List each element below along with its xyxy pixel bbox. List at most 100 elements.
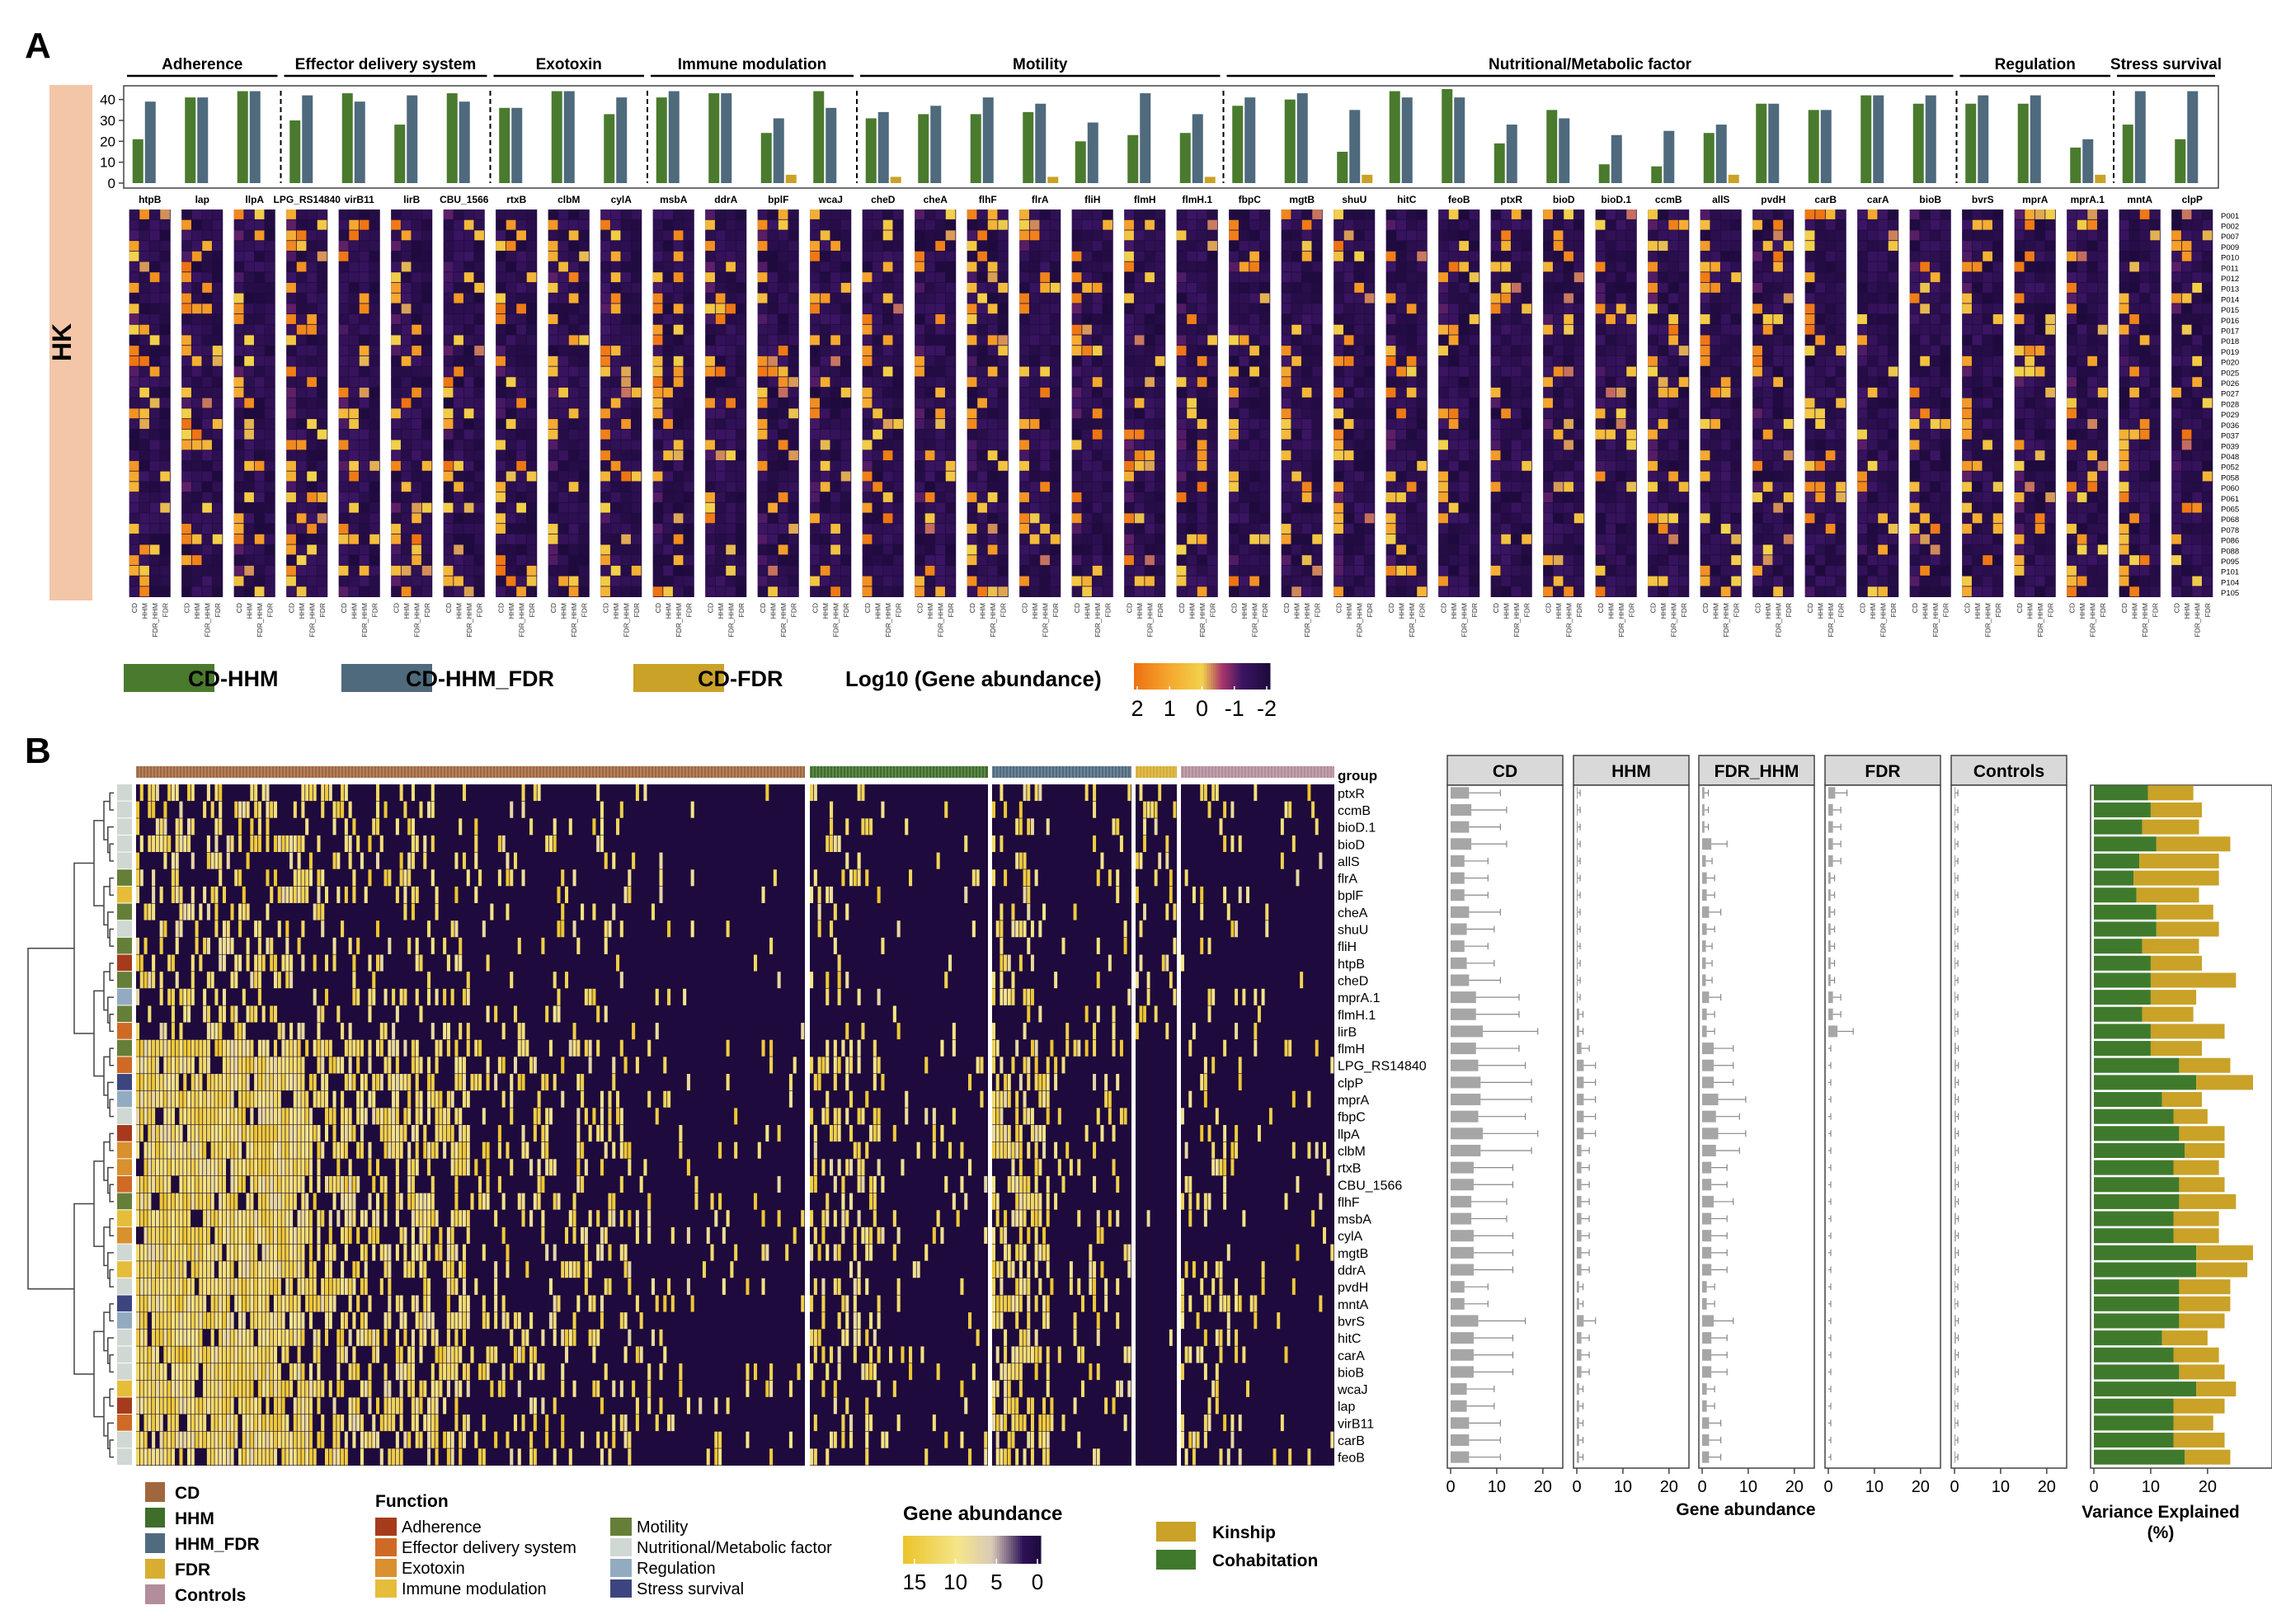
heat-cell bbox=[558, 440, 568, 450]
heat-cell bbox=[873, 335, 882, 346]
heat-cell bbox=[1511, 377, 1522, 388]
heat-cell bbox=[1385, 377, 1396, 388]
heat-cell bbox=[1522, 346, 1531, 356]
heat-cell bbox=[443, 482, 454, 492]
heat-cell bbox=[935, 586, 945, 597]
heat-cell bbox=[254, 544, 265, 555]
heat-cell bbox=[820, 513, 830, 524]
heat-cell bbox=[945, 513, 956, 524]
heat-cell bbox=[474, 555, 484, 566]
heat-cell bbox=[600, 513, 610, 524]
heat-cell bbox=[736, 219, 746, 230]
heat-cell bbox=[1406, 544, 1417, 555]
heat-cell bbox=[296, 261, 307, 272]
heat-cell bbox=[391, 272, 401, 283]
heat-cell bbox=[1658, 419, 1668, 429]
heat-cell bbox=[1071, 576, 1082, 586]
heat-cell bbox=[254, 524, 265, 534]
heat-cell bbox=[873, 324, 882, 335]
heat-cell bbox=[1334, 293, 1343, 304]
heat-cell bbox=[1616, 440, 1626, 450]
heat-cell bbox=[1103, 209, 1112, 219]
heat-cell bbox=[610, 482, 621, 492]
heat-cell bbox=[673, 419, 684, 429]
heat-cell bbox=[349, 251, 359, 261]
heat-cell bbox=[977, 408, 987, 419]
heat-cell bbox=[757, 586, 768, 597]
heat-cell bbox=[1448, 482, 1459, 492]
heat-cell bbox=[945, 293, 956, 304]
heat-cell bbox=[621, 460, 631, 471]
heat-cell bbox=[1312, 251, 1322, 261]
heat-cell bbox=[1019, 534, 1029, 544]
heat-cell bbox=[506, 251, 516, 261]
heat-cell bbox=[1229, 513, 1239, 524]
heat-cell bbox=[1197, 272, 1207, 283]
heat-cell bbox=[998, 219, 1008, 230]
heat-cell bbox=[1281, 261, 1291, 272]
heat-cell bbox=[1281, 534, 1291, 544]
heat-cell bbox=[1678, 460, 1689, 471]
heat-cell bbox=[935, 565, 945, 576]
heat-cell bbox=[1762, 460, 1773, 471]
heat-cell bbox=[474, 513, 484, 524]
heat-cell bbox=[1291, 565, 1301, 576]
heat-cell bbox=[1207, 544, 1217, 555]
heat-cell bbox=[1573, 282, 1584, 293]
heat-cell bbox=[1783, 555, 1794, 566]
heat-cell bbox=[1511, 293, 1522, 304]
heat-cell bbox=[1343, 335, 1354, 346]
heat-cell bbox=[862, 492, 873, 502]
heat-cell bbox=[265, 524, 275, 534]
heat-cell bbox=[233, 209, 244, 219]
heat-cell bbox=[1522, 513, 1531, 524]
heat-cell bbox=[1678, 282, 1689, 293]
heat-cell bbox=[526, 513, 537, 524]
heat-cell bbox=[1731, 565, 1741, 576]
heat-cell bbox=[317, 408, 327, 419]
heat-cell bbox=[610, 346, 621, 356]
heat-cell bbox=[307, 241, 317, 252]
heat-cell bbox=[610, 502, 621, 513]
heat-cell bbox=[1543, 534, 1553, 544]
heat-cell bbox=[1626, 471, 1636, 482]
heat-cell bbox=[1145, 261, 1155, 272]
heat-cell bbox=[1648, 241, 1658, 252]
heat-cell bbox=[1469, 335, 1479, 346]
heat-cell bbox=[265, 429, 275, 440]
heat-cell bbox=[1448, 408, 1459, 419]
heat-cell bbox=[621, 408, 631, 419]
heat-cell bbox=[631, 482, 642, 492]
heat-cell bbox=[1229, 377, 1239, 388]
heat-cell bbox=[1626, 261, 1636, 272]
heat-cell bbox=[233, 429, 244, 440]
heat-cell bbox=[1092, 586, 1103, 597]
heat-cell bbox=[516, 209, 526, 219]
heat-cell bbox=[977, 209, 987, 219]
heat-cell bbox=[139, 565, 149, 576]
bar-flmh-1-cd-hhm bbox=[1179, 133, 1191, 183]
heat-cell bbox=[873, 586, 882, 597]
heat-cell bbox=[454, 544, 463, 555]
heat-cell bbox=[454, 502, 463, 513]
heat-cell bbox=[987, 440, 998, 450]
heat-cell bbox=[652, 450, 663, 461]
heat-cell bbox=[652, 544, 663, 555]
heat-cell bbox=[621, 251, 631, 261]
heat-cell bbox=[1249, 398, 1259, 408]
heat-cell bbox=[359, 241, 369, 252]
heat-cell bbox=[610, 209, 621, 219]
heat-cell bbox=[1019, 482, 1029, 492]
heat-cell bbox=[684, 419, 694, 429]
heat-cell bbox=[1459, 346, 1469, 356]
heat-cell bbox=[1511, 355, 1522, 366]
heat-cell bbox=[820, 293, 830, 304]
heat-cell bbox=[987, 534, 998, 544]
heat-cell bbox=[945, 565, 956, 576]
heat-cell bbox=[401, 219, 412, 230]
heat-cell bbox=[181, 251, 191, 261]
heat-cell bbox=[1082, 398, 1092, 408]
heat-cell bbox=[1291, 241, 1301, 252]
heat-cell bbox=[1459, 565, 1469, 576]
heat-cell bbox=[454, 272, 463, 283]
